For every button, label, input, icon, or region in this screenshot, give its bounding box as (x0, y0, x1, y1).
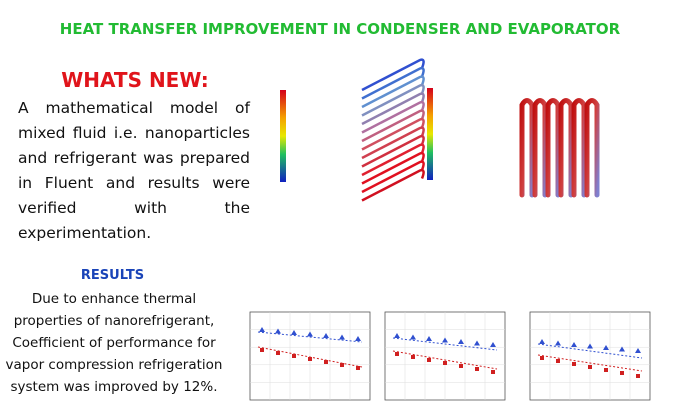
tube (361, 168, 425, 202)
tube (361, 134, 425, 168)
result-plots (249, 311, 651, 401)
tube (361, 83, 425, 117)
marker (292, 354, 296, 358)
tube (361, 117, 425, 151)
contour-legend (427, 88, 433, 180)
tube (532, 98, 548, 198)
marker (572, 362, 576, 366)
marker (491, 370, 495, 374)
marker (459, 364, 463, 368)
trend (392, 337, 498, 351)
tube (519, 98, 535, 198)
heading: RESULTS (80, 268, 145, 283)
marker (620, 371, 624, 375)
marker (291, 330, 297, 335)
tube (361, 66, 425, 100)
marker (410, 334, 416, 340)
contour-legend (280, 90, 286, 182)
tube (361, 126, 425, 160)
marker (356, 366, 360, 370)
marker (474, 340, 480, 346)
marker (475, 367, 479, 371)
marker (555, 340, 561, 346)
marker (490, 342, 496, 347)
trend (537, 343, 643, 359)
title: HEAT TRANSFER IMPROVEMENT IN CONDENSER A… (59, 20, 621, 38)
marker (636, 374, 640, 378)
marker (308, 357, 312, 361)
heading: WHATS NEW: (61, 68, 209, 92)
marker (411, 355, 415, 359)
marker (355, 336, 361, 341)
marker (458, 339, 464, 344)
trend (537, 354, 643, 372)
tube (361, 109, 425, 143)
tube (558, 98, 574, 198)
marker (427, 358, 431, 362)
marker (603, 345, 609, 350)
marker (556, 359, 560, 363)
marker (588, 365, 592, 369)
marker (340, 363, 344, 367)
evaporator-coil (519, 98, 600, 198)
tube (584, 98, 600, 198)
tube (571, 98, 587, 198)
marker (426, 336, 432, 341)
marker (259, 327, 265, 332)
tube (361, 151, 425, 185)
tube (361, 160, 425, 194)
marker (339, 334, 345, 340)
marker (307, 331, 313, 337)
paragraph: A mathematical model of mixed fluid i.e.… (18, 99, 250, 242)
trend (392, 350, 498, 370)
marker (260, 348, 264, 352)
marker (571, 342, 577, 347)
marker (443, 361, 447, 365)
marker (587, 343, 593, 349)
marker (394, 333, 400, 338)
marker (635, 348, 641, 353)
marker (324, 360, 328, 364)
marker (619, 346, 625, 352)
marker (323, 333, 329, 338)
marker (395, 352, 399, 356)
tube (361, 75, 425, 109)
tube (361, 92, 425, 126)
marker (540, 356, 544, 360)
condenser-coil (361, 58, 425, 202)
tube (361, 143, 425, 177)
trend (257, 331, 363, 343)
marker (442, 337, 448, 343)
marker (604, 368, 608, 372)
marker (539, 339, 545, 344)
tube (545, 98, 561, 198)
tube (361, 100, 425, 134)
tube (361, 58, 425, 92)
marker (275, 328, 281, 334)
paragraph: Due to enhance thermal properties of nan… (5, 291, 223, 395)
marker (276, 351, 280, 355)
